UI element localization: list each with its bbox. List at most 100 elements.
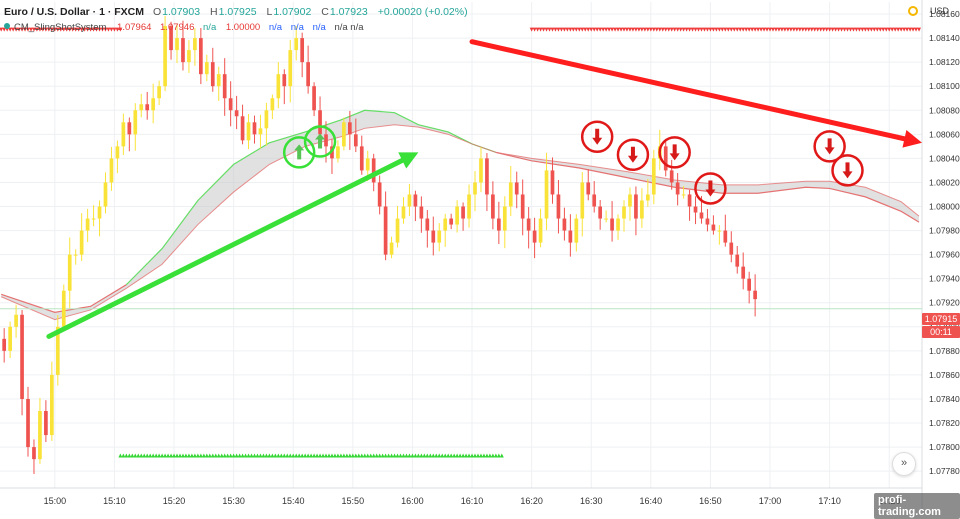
- signal-triangle: [669, 27, 674, 32]
- candle: [628, 187, 632, 221]
- candle: [193, 28, 197, 66]
- candle: [50, 361, 54, 441]
- signal-triangle: [198, 453, 203, 458]
- price-tick-label: 1.08020: [929, 177, 960, 187]
- candle-body: [240, 116, 245, 141]
- candle: [79, 213, 84, 261]
- signal-triangle: [17, 27, 22, 32]
- currency-label[interactable]: USD: [930, 6, 950, 16]
- candle-body: [14, 314, 18, 327]
- signal-triangle: [717, 27, 722, 32]
- indicator-visibility-icon[interactable]: [4, 23, 10, 29]
- candle: [586, 169, 591, 201]
- signal-triangle: [115, 27, 120, 32]
- signal-triangle: [359, 453, 364, 458]
- settings-gear-icon[interactable]: [908, 6, 918, 16]
- price-tick-label: 1.08140: [929, 33, 960, 43]
- signal-triangle: [94, 27, 99, 32]
- candle: [61, 284, 66, 332]
- signal-triangle: [285, 453, 290, 458]
- candle: [532, 217, 537, 259]
- signal-triangle: [672, 27, 677, 32]
- signal-triangle: [544, 27, 549, 32]
- signal-triangle: [79, 27, 84, 32]
- price-tick-label: 1.08040: [929, 153, 960, 163]
- ema-fast-line: [1, 284, 127, 313]
- signal-triangle: [175, 453, 180, 458]
- signal-triangle: [398, 453, 403, 458]
- candle-body: [32, 447, 36, 460]
- price-change: +0.00020 (+0.02%): [377, 6, 468, 18]
- signal-triangle: [270, 453, 275, 458]
- indicator-name[interactable]: CM_SlingShotSystem: [14, 22, 107, 33]
- candle-body: [199, 38, 203, 75]
- candle: [157, 80, 161, 106]
- candle: [336, 140, 340, 163]
- price-tick-label: 1.08080: [929, 105, 960, 115]
- candle: [687, 189, 692, 221]
- signal-triangle: [55, 27, 60, 32]
- signal-triangle: [228, 453, 233, 458]
- indicator-value: n/a n/a: [334, 22, 364, 33]
- symbol-title[interactable]: Euro / U.S. Dollar · 1 · FXCM: [4, 6, 145, 18]
- candle: [437, 223, 442, 252]
- candle: [288, 39, 293, 103]
- signal-triangle: [231, 453, 236, 458]
- signal-triangle: [532, 27, 537, 32]
- candle-body: [175, 38, 179, 51]
- candle-body: [538, 218, 543, 243]
- candle: [544, 152, 549, 231]
- candle-body: [562, 218, 567, 231]
- signal-triangle: [663, 27, 668, 32]
- signal-triangle: [896, 27, 901, 32]
- signal-triangle: [73, 27, 78, 32]
- time-tick-label: 15:10: [103, 496, 126, 506]
- candle-body: [264, 110, 269, 129]
- signal-triangle: [571, 27, 576, 32]
- indicator-legend[interactable]: CM_SlingShotSystem 1.07964 1.07946 n/a 1…: [4, 22, 372, 33]
- signal-triangle: [383, 453, 388, 458]
- candle-body: [109, 158, 114, 183]
- signal-triangle: [106, 27, 111, 32]
- candle: [747, 271, 752, 304]
- candle: [711, 215, 716, 235]
- candle-body: [526, 218, 531, 231]
- signal-triangle: [401, 453, 406, 458]
- candle-body: [645, 194, 650, 201]
- time-tick-label: 16:40: [640, 496, 663, 506]
- candle-body: [318, 110, 322, 135]
- signal-triangle: [353, 453, 358, 458]
- signal-triangle: [878, 27, 883, 32]
- signal-triangle: [455, 453, 460, 458]
- candle-body: [640, 200, 644, 219]
- signal-triangle: [180, 453, 185, 458]
- candle-body: [604, 218, 608, 220]
- candle-body: [324, 134, 328, 147]
- price-tick-label: 1.07820: [929, 418, 960, 428]
- signal-triangle: [911, 27, 916, 32]
- candle-body: [145, 104, 150, 111]
- signal-triangle: [112, 27, 117, 32]
- candle: [2, 328, 7, 363]
- signal-triangle: [690, 27, 695, 32]
- sell-arrow-icon: [592, 128, 603, 145]
- candle-body: [729, 242, 734, 255]
- signal-triangle: [222, 453, 227, 458]
- last-price-badge: 1.07915: [922, 312, 960, 325]
- indicator-value: n/a: [203, 22, 217, 33]
- signal-triangle: [779, 27, 784, 32]
- signal-triangle: [744, 27, 749, 32]
- time-tick-label: 15:40: [282, 496, 305, 506]
- candle-body: [228, 98, 233, 111]
- signal-triangle: [404, 453, 409, 458]
- signal-triangle: [657, 27, 662, 32]
- candle-body: [258, 128, 263, 135]
- scroll-to-realtime-button[interactable]: »: [892, 452, 916, 476]
- candle-body: [532, 230, 537, 243]
- signal-triangle: [753, 27, 758, 32]
- candle-body: [181, 38, 185, 63]
- signal-triangle: [46, 27, 51, 32]
- candle: [479, 147, 483, 193]
- candle-body: [401, 206, 406, 219]
